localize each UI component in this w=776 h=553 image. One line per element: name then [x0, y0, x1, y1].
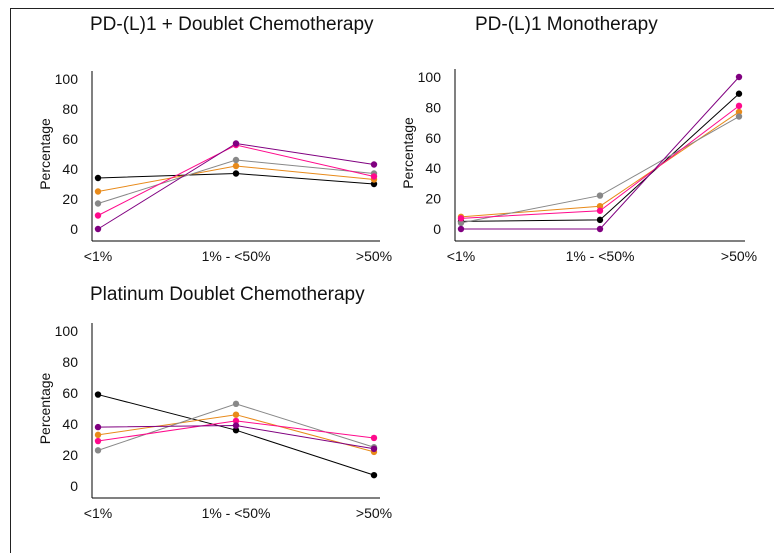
- chart-title: PD-(L)1 + Doublet Chemotherapy: [90, 14, 374, 35]
- chart-svg: 0 20 40 60 80 100 Percentage <1% 1% - <50% >50%: [37, 323, 392, 521]
- chart-panel-3: Platinum Doublet Chemotherapy 0 20 40 60 80 1…: [30, 284, 400, 534]
- data-point: [596, 203, 604, 210]
- y-tick-label: 40: [425, 160, 441, 176]
- chart-panel-2: PD-(L)1 Monotherapy 0 20 40 60 80 100 Percenta…: [400, 14, 775, 264]
- chart-title: Platinum Doublet Chemotherapy: [90, 284, 365, 305]
- data-point: [370, 471, 378, 479]
- y-tick-label: 60: [62, 131, 78, 147]
- x-tick-label: >50%: [721, 248, 757, 264]
- x-tick-label: <1%: [84, 248, 112, 264]
- chart-panel-1: PD-(L)1 + Doublet Chemotherapy 0 20 40 60 80…: [30, 14, 400, 264]
- data-point: [94, 431, 102, 439]
- x-tick-label: <1%: [84, 505, 112, 521]
- y-tick-label: 100: [418, 69, 442, 85]
- data-point: [596, 216, 604, 224]
- y-tick-label: 0: [70, 478, 78, 494]
- data-point: [232, 162, 240, 170]
- data-point: [735, 102, 743, 110]
- data-point: [596, 207, 604, 214]
- x-tick-label: 1% - <50%: [202, 505, 271, 521]
- data-point: [94, 423, 102, 431]
- data-point: [735, 108, 743, 116]
- data-point: [232, 411, 240, 418]
- y-tick-label: 20: [425, 191, 441, 207]
- x-tick-label: 1% - <50%: [202, 248, 271, 264]
- x-tick-label: >50%: [356, 505, 392, 521]
- data-point: [370, 434, 378, 442]
- chart-svg: 0 20 40 60 80 100 Percentage <1% 1% - <50% >50%: [37, 71, 392, 264]
- y-tick-label: 80: [425, 99, 441, 115]
- y-tick-label: 60: [62, 385, 78, 401]
- data-point: [457, 219, 465, 227]
- y-tick-label: 40: [62, 416, 78, 432]
- data-point: [232, 140, 240, 147]
- y-tick-label: 80: [62, 354, 78, 370]
- data-point: [232, 400, 240, 408]
- data-point: [232, 417, 240, 425]
- data-point: [94, 225, 102, 233]
- x-tick-label: <1%: [447, 248, 475, 264]
- data-point: [94, 200, 102, 207]
- figure-frame: [10, 8, 774, 553]
- data-point: [232, 170, 240, 177]
- y-tick-label: 0: [70, 221, 78, 237]
- data-point: [370, 173, 378, 180]
- x-tick-label: >50%: [356, 248, 392, 264]
- y-tick-label: 40: [62, 161, 78, 177]
- data-point: [94, 174, 102, 182]
- data-point: [94, 447, 102, 454]
- series-line: [97, 142, 375, 230]
- data-point: [94, 437, 102, 445]
- data-point: [232, 156, 240, 164]
- data-point: [457, 215, 465, 222]
- y-tick-label: 20: [62, 191, 78, 207]
- y-tick-label: 100: [55, 71, 79, 87]
- y-axis-label: Percentage: [37, 372, 53, 444]
- data-point: [232, 422, 240, 429]
- data-point: [735, 90, 743, 97]
- x-tick-label: 1% - <50%: [566, 248, 635, 264]
- y-tick-label: 0: [433, 221, 441, 237]
- data-point: [94, 212, 102, 219]
- chart-svg: 0 20 40 60 80 100 Percentage <1% 1% - <50% >50%: [400, 69, 757, 264]
- y-axis-label: Percentage: [37, 118, 53, 190]
- data-point: [232, 427, 240, 434]
- data-point: [94, 188, 102, 195]
- series-line: [460, 111, 740, 218]
- y-tick-label: 80: [62, 101, 78, 117]
- data-point: [370, 445, 378, 452]
- data-point: [735, 73, 743, 81]
- y-tick-label: 20: [62, 447, 78, 463]
- chart-title: PD-(L)1 Monotherapy: [475, 14, 658, 35]
- data-point: [370, 180, 378, 188]
- data-point: [596, 225, 604, 233]
- series-line: [97, 144, 375, 216]
- y-axis-label: Percentage: [400, 117, 416, 189]
- data-point: [596, 192, 604, 199]
- data-point: [94, 391, 102, 398]
- data-point: [457, 225, 465, 233]
- data-point: [370, 161, 378, 168]
- y-tick-label: 60: [425, 130, 441, 146]
- y-tick-label: 100: [55, 323, 79, 339]
- series-line: [460, 93, 740, 222]
- data-point: [735, 113, 743, 120]
